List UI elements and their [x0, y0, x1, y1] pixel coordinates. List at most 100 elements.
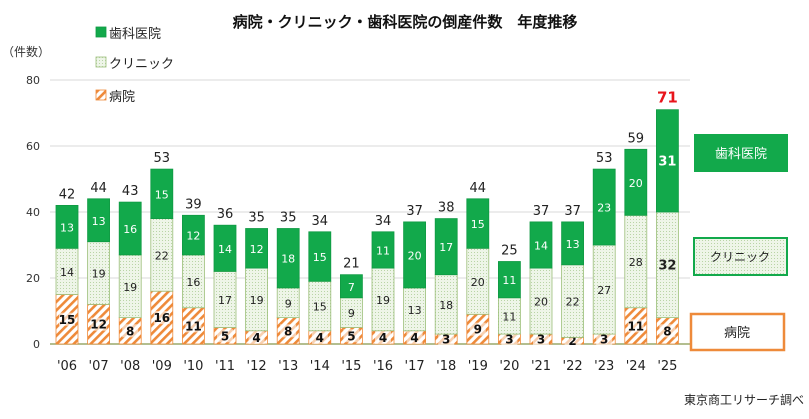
- x-tick-label: '08: [120, 359, 140, 374]
- total-label: 37: [533, 204, 550, 219]
- legend-label: 歯科医院: [109, 27, 161, 42]
- data-label: 31: [658, 154, 676, 169]
- data-label: 28: [629, 256, 643, 269]
- data-label: 8: [284, 324, 292, 338]
- label-backdrop: [185, 319, 202, 333]
- data-label: 20: [534, 296, 548, 309]
- label-backdrop: [501, 332, 518, 346]
- x-tick-label: '14: [310, 359, 330, 374]
- data-label: 19: [123, 281, 137, 294]
- x-tick-label: '10: [183, 359, 203, 374]
- total-label: 21: [343, 257, 360, 272]
- x-tick-label: '18: [436, 359, 456, 374]
- x-tick-label: '25: [657, 359, 677, 374]
- total-label: 43: [122, 184, 139, 199]
- data-label: 27: [597, 284, 611, 297]
- bar-segment-dental: [339, 274, 363, 299]
- x-tick-label: '12: [247, 359, 267, 374]
- data-label: 14: [60, 266, 74, 279]
- bar-segment-dental: [371, 231, 395, 269]
- total-label: 59: [628, 131, 645, 146]
- data-label: 17: [218, 294, 232, 307]
- total-label: 38: [438, 201, 455, 216]
- y-tick-label: 80: [26, 74, 40, 87]
- y-tick-label: 20: [26, 272, 40, 285]
- data-label: 5: [347, 329, 355, 343]
- data-label: 32: [658, 258, 676, 273]
- data-label: 11: [502, 310, 516, 323]
- total-label: 35: [280, 211, 297, 226]
- side-label-clinic-box: [693, 237, 788, 276]
- legend-swatch: [95, 26, 107, 38]
- source-note: 東京商工リサーチ調べ: [684, 392, 804, 407]
- x-tick-label: '20: [499, 359, 519, 374]
- label-backdrop: [248, 330, 265, 344]
- label-backdrop: [627, 319, 644, 333]
- x-tick-label: '15: [341, 359, 361, 374]
- total-label: 42: [59, 187, 76, 202]
- total-label: 35: [248, 211, 265, 226]
- label-backdrop: [375, 330, 391, 344]
- data-label: 18: [439, 299, 453, 312]
- y-axis-label: （件数）: [2, 44, 50, 59]
- bar-segment-dental: [118, 201, 142, 256]
- bar-segment-dental: [55, 204, 79, 249]
- data-label: 18: [281, 253, 295, 266]
- x-tick-label: '11: [215, 359, 235, 374]
- data-label: 4: [410, 331, 418, 345]
- total-label: 37: [564, 204, 581, 219]
- data-label: 16: [186, 276, 200, 289]
- data-label: 23: [597, 202, 611, 215]
- label-backdrop: [280, 324, 297, 338]
- data-label: 13: [92, 215, 106, 228]
- data-label: 22: [566, 296, 580, 309]
- bar-segment-dental: [276, 228, 300, 289]
- legend-label: 病院: [109, 90, 135, 105]
- data-label: 11: [185, 319, 202, 333]
- x-tick-label: '16: [373, 359, 393, 374]
- bar-segment-dental: [245, 228, 269, 269]
- bar-segment-dental: [592, 168, 616, 246]
- data-label: 4: [316, 331, 324, 345]
- legend-label: クリニック: [109, 57, 174, 72]
- data-label: 14: [218, 243, 232, 256]
- label-backdrop: [469, 322, 486, 336]
- bar-segment-dental: [87, 198, 110, 243]
- bar-segment-dental: [624, 148, 648, 216]
- data-label: 22: [155, 249, 169, 262]
- total-label: 36: [217, 207, 234, 222]
- bar-segment-dental: [213, 224, 237, 272]
- data-label: 12: [250, 243, 264, 256]
- data-label: 13: [566, 238, 580, 251]
- data-label: 17: [439, 241, 453, 254]
- data-label: 13: [60, 221, 74, 234]
- total-label: 44: [470, 181, 487, 196]
- data-label: 4: [252, 331, 260, 345]
- side-label-clinic: クリニック: [710, 250, 770, 264]
- total-label: 53: [154, 151, 171, 166]
- data-label: 19: [376, 294, 390, 307]
- data-label: 15: [59, 313, 76, 327]
- data-label: 12: [90, 318, 107, 332]
- bar-segment-dental: [150, 168, 174, 220]
- x-tick-label: '06: [57, 359, 77, 374]
- total-label: 25: [501, 244, 518, 259]
- data-label: 16: [123, 223, 137, 236]
- label-backdrop: [122, 324, 139, 338]
- total-label: 34: [312, 214, 329, 229]
- data-label: 2: [568, 334, 576, 348]
- data-label: 16: [153, 311, 170, 325]
- data-label: 3: [442, 333, 450, 347]
- label-backdrop: [406, 330, 423, 344]
- data-label: 19: [92, 268, 106, 281]
- x-tick-label: '24: [626, 359, 646, 374]
- side-label-dental-box: [694, 134, 788, 172]
- data-label: 15: [313, 301, 327, 314]
- label-backdrop: [90, 317, 107, 331]
- label-backdrop: [217, 329, 233, 343]
- side-label-hospital-box: [689, 312, 786, 352]
- data-label: 4: [379, 331, 387, 345]
- data-label: 11: [627, 319, 644, 333]
- data-label: 8: [663, 324, 671, 338]
- x-tick-label: '17: [405, 359, 425, 374]
